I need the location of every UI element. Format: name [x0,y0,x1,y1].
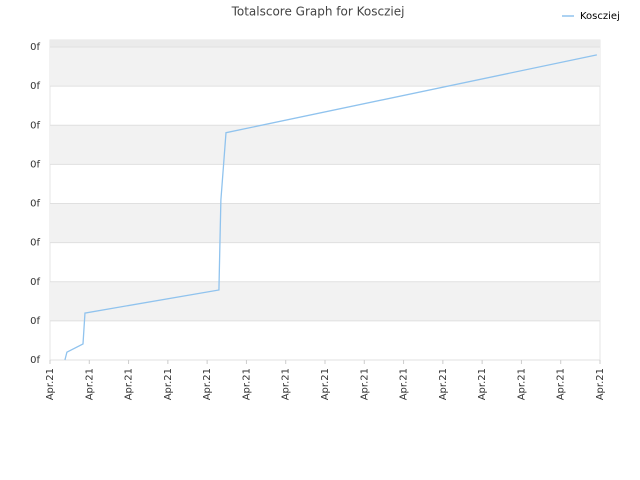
x-tick-label: Apr.21 [241,368,252,400]
x-tick-label: Apr.21 [124,368,135,400]
x-tick-label: Apr.21 [84,368,95,400]
y-tick-label: 0f [30,238,40,249]
y-tick-label: 0f [30,277,40,288]
x-tick-label: Apr.21 [163,368,174,400]
x-tick-label: Apr.21 [438,368,449,400]
legend-label: Koscziej [580,11,620,22]
y-tick-label: 0f [30,199,40,210]
grid-band [50,125,600,165]
chart-title: Totalscore Graph for Koscziej [231,5,405,19]
y-tick-label: 0f [30,355,40,366]
x-tick-label: Apr.21 [556,368,567,400]
y-tick-label: 0f [30,120,40,131]
x-tick-label: Apr.21 [516,368,527,400]
grid-band [50,40,600,48]
x-tick-label: Apr.21 [281,368,292,400]
grid-band [50,281,600,321]
grid-band [50,47,600,87]
x-tick-label: Apr.21 [202,368,213,400]
x-tick-label: Apr.21 [399,368,410,400]
x-tick-label: Apr.21 [45,368,56,400]
y-tick-label: 0f [30,159,40,170]
grid-band [50,203,600,243]
x-tick-label: Apr.21 [595,368,606,400]
y-tick-label: 0f [30,316,40,327]
x-tick-label: Apr.21 [359,368,370,400]
y-tick-label: 0f [30,81,40,92]
x-tick-label: Apr.21 [477,368,488,400]
x-tick-label: Apr.21 [320,368,331,400]
y-tick-label: 0f [30,42,40,53]
line [64,54,597,361]
